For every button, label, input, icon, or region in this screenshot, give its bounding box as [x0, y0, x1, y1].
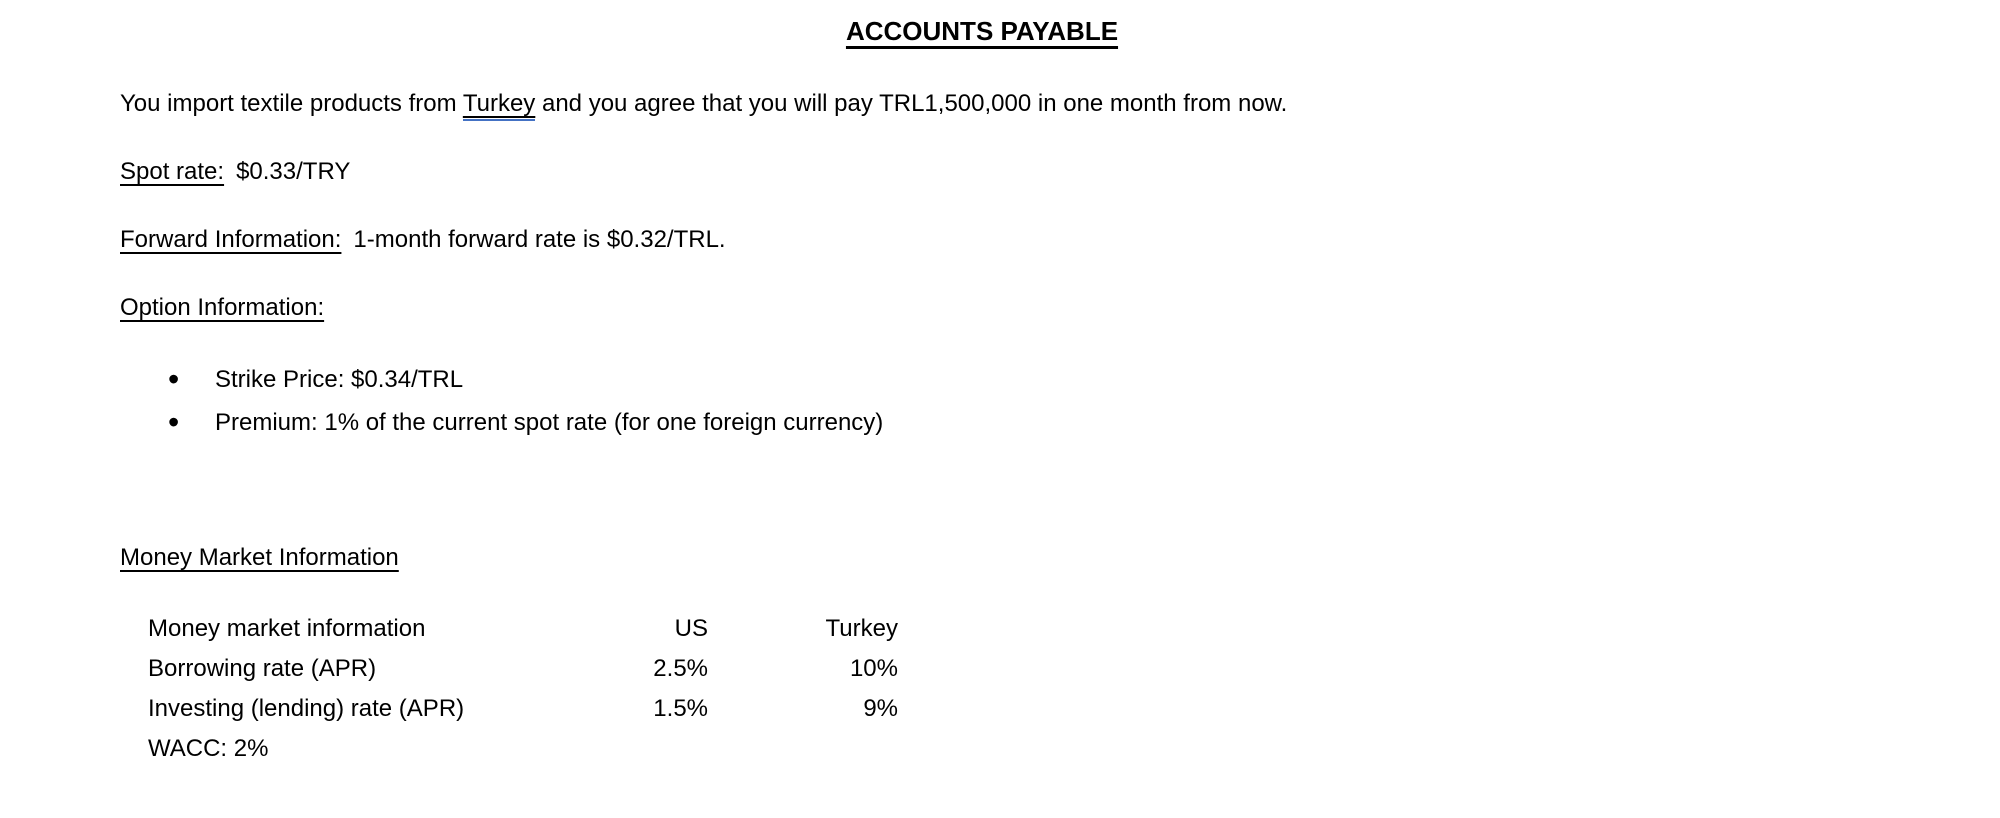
intro-text-before: You import textile products from [120, 90, 463, 117]
row-us-value: 2.5% [653, 655, 708, 682]
page-title: ACCOUNTS PAYABLE [845, 16, 1119, 46]
money-market-table: Money market information US Turkey Borro… [148, 609, 898, 769]
table-header-turkey: Turkey [825, 615, 898, 642]
money-market-heading: Money Market Information [120, 544, 399, 571]
table-row-wacc: WACC: 2% [148, 729, 898, 769]
intro-paragraph: You import textile products from Turkey … [120, 88, 1288, 121]
row-label: WACC: 2% [148, 735, 269, 762]
intro-text-after: and you agree that you will pay TRL1,500… [535, 90, 1288, 117]
table-row-investing: Investing (lending) rate (APR) 1.5% 9% [148, 689, 898, 729]
money-market-heading-line: Money Market Information [120, 542, 399, 573]
title-row: ACCOUNTS PAYABLE [0, 16, 1964, 47]
option-info-label: Option Information: [120, 294, 325, 321]
table-header-label: Money market information [148, 615, 426, 642]
forward-info-label: Forward Information: [120, 226, 342, 253]
table-row-borrowing: Borrowing rate (APR) 2.5% 10% [148, 649, 898, 689]
table-header-row: Money market information US Turkey [148, 609, 898, 649]
spot-rate-value: $0.33/TRY [236, 158, 351, 185]
row-turkey-value: 10% [849, 655, 898, 682]
forward-info-value: 1-month forward rate is $0.32/TRL. [353, 226, 726, 253]
row-turkey-value: 9% [863, 695, 898, 722]
turkey-grammar-flagged-word: Turkey [462, 90, 536, 121]
row-us-value: 1.5% [653, 695, 708, 722]
bullet-item-strike-price: Strike Price: $0.34/TRL [120, 358, 883, 401]
table-header-us: US [674, 615, 708, 642]
row-turkey-value [708, 729, 898, 769]
forward-info-line: Forward Information: 1-month forward rate… [120, 224, 726, 255]
row-us-value [508, 729, 708, 769]
spot-rate-label: Spot rate: [120, 158, 225, 185]
option-info-line: Option Information: [120, 292, 324, 323]
bullet-item-premium: Premium: 1% of the current spot rate (fo… [120, 401, 883, 444]
option-bullet-list: Strike Price: $0.34/TRL Premium: 1% of t… [120, 358, 883, 444]
row-label: Investing (lending) rate (APR) [148, 695, 465, 722]
row-label: Borrowing rate (APR) [148, 655, 377, 682]
spot-rate-line: Spot rate: $0.33/TRY [120, 156, 350, 187]
